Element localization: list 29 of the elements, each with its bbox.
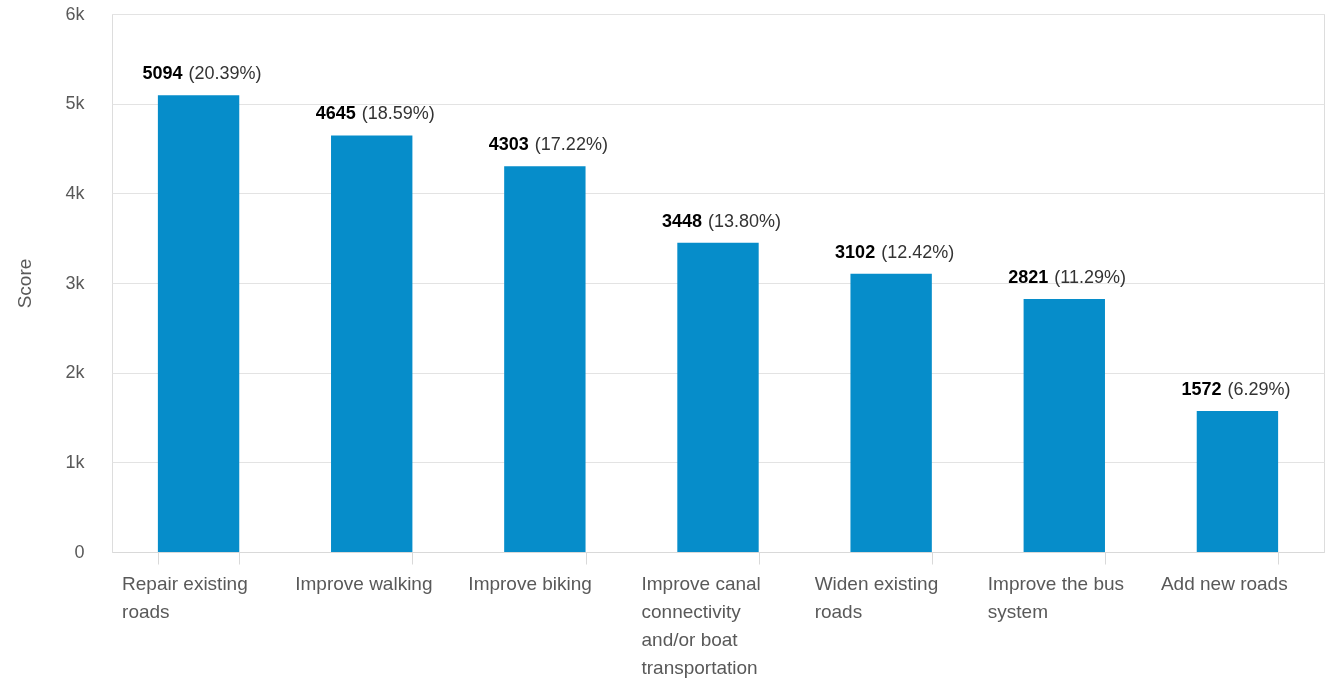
- x-tick-label: Widen existing roads: [814, 572, 939, 622]
- x-tick-label: Improve the bus system: [987, 572, 1125, 622]
- text: 2821 (11.29%): [1008, 267, 1126, 288]
- text: 3448 (13.80%): [661, 210, 782, 231]
- y-tick-label: 3k: [65, 272, 86, 293]
- x-tick-label: Repair existing roads: [122, 572, 248, 622]
- bar: [677, 242, 759, 552]
- bar: [1196, 411, 1279, 552]
- bar: [331, 135, 413, 552]
- text: 4303 (17.22%): [488, 134, 608, 155]
- y-tick-label: 0: [74, 541, 85, 562]
- y-tick-label: 4k: [65, 182, 86, 203]
- x-tick-label: Add new roads: [1160, 572, 1288, 594]
- text: 1572 (6.29%): [1181, 379, 1291, 400]
- y-tick-label: 6k: [65, 3, 86, 24]
- bar: [1023, 299, 1105, 552]
- text: 3102 (12.42%): [835, 241, 955, 262]
- text: 4645 (18.59%): [315, 103, 435, 124]
- bar: [850, 273, 932, 552]
- bar: [504, 166, 586, 552]
- y-axis-title: Score: [14, 258, 36, 309]
- bar: [157, 95, 240, 552]
- x-tick-label: Improve biking: [468, 572, 592, 594]
- y-tick-label: 5k: [65, 93, 86, 114]
- y-tick-label: 1k: [65, 451, 86, 472]
- text: 5094 (20.39%): [142, 63, 262, 84]
- y-tick-label: 2k: [65, 362, 86, 383]
- x-tick-label: Improve walking: [295, 572, 433, 594]
- x-tick-label: Improve canal connectivity and/or boat transportation: [641, 572, 761, 678]
